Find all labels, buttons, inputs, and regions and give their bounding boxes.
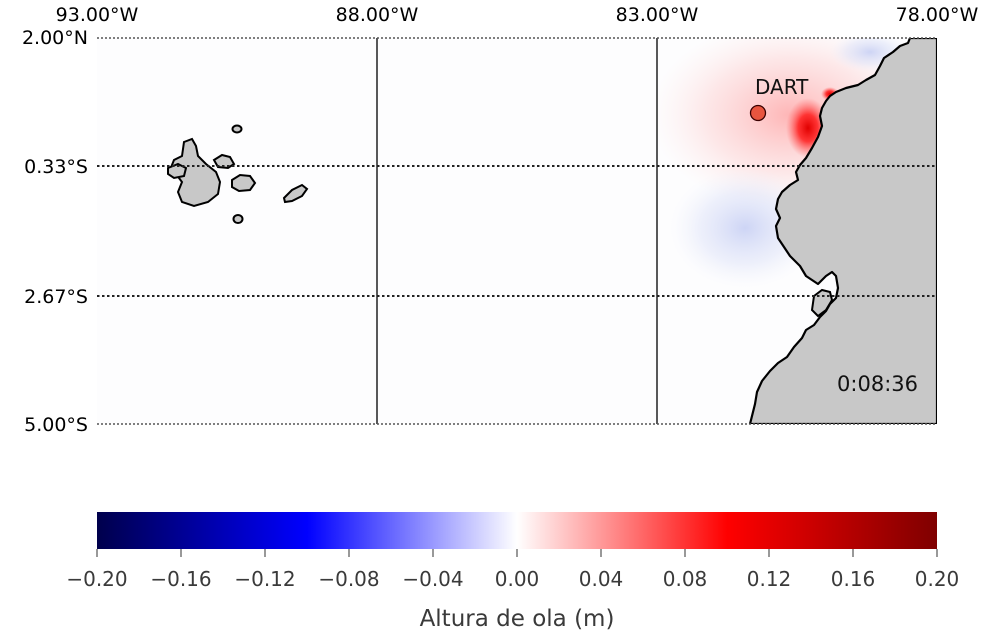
genovesa-island (231, 124, 243, 134)
colorbar-tick-label: 0.08 (663, 567, 708, 591)
colorbar-tick-label: 0.12 (747, 567, 792, 591)
colorbar-tick-label: 0.00 (495, 567, 540, 591)
lon-label-83W: 83.00°W (616, 4, 699, 26)
lon-label-93W: 93.00°W (56, 4, 139, 26)
mainland (748, 38, 937, 424)
simulation-time: 0:08:36 (837, 372, 918, 396)
lat-label-5S: 5.00°S (24, 414, 88, 436)
lat-label-2.67S: 2.67°S (24, 286, 88, 308)
lon-label-78W: 78.00°W (896, 4, 979, 26)
san-cristobal-island (282, 183, 309, 204)
lat-label-2N: 2.00°N (22, 27, 88, 49)
fernandina-island (167, 162, 188, 180)
dart-station-label: DART (755, 75, 809, 99)
santa-cruz-island (231, 173, 257, 193)
colorbar-tick-label: −0.12 (234, 567, 295, 591)
colorbar-ticks: −0.20 −0.16 −0.12 −0.08 −0.04 0.00 0.04 0.08 0.1… (66, 549, 959, 591)
colorbar-tick-label: −0.04 (402, 567, 463, 591)
lat-label-0.33S: 0.33°S (24, 156, 88, 178)
colorbar-tick-label: −0.20 (66, 567, 127, 591)
floreana-island (232, 214, 244, 224)
colorbar-tick-label: 0.04 (579, 567, 624, 591)
colorbar-tick-label: 0.16 (831, 567, 876, 591)
colorbar-tick-label: −0.16 (150, 567, 211, 591)
graticule (97, 37, 937, 425)
colorbar-label: Altura de ola (m) (420, 606, 615, 632)
colorbar (97, 512, 937, 549)
colorbar-tick-label: −0.08 (318, 567, 379, 591)
lon-label-88W: 88.00°W (336, 4, 419, 26)
colorbar-tick-label: 0.20 (915, 567, 960, 591)
dart-station-marker (749, 104, 767, 122)
